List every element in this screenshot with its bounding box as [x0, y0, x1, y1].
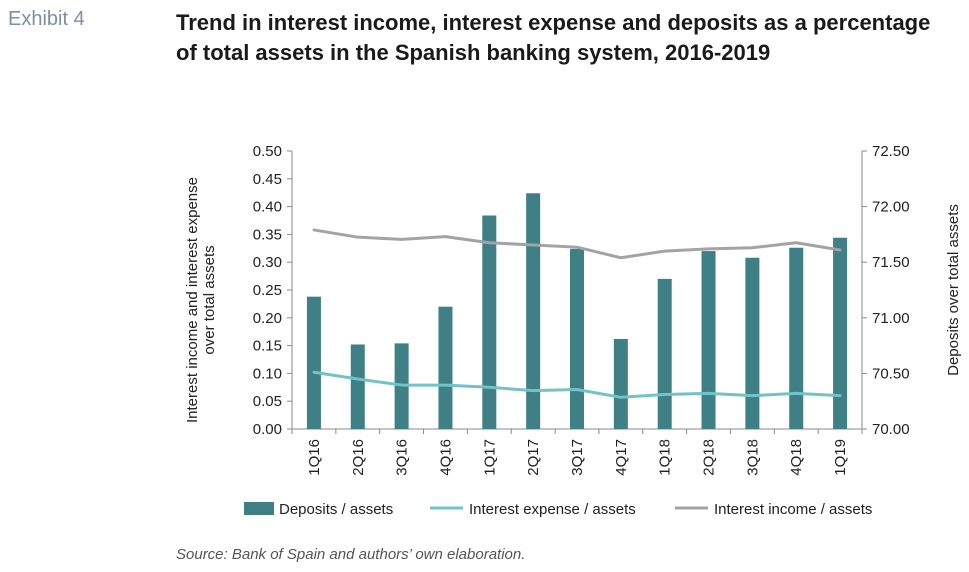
legend-deposits-label: Deposits / assets — [279, 501, 393, 518]
y-left-tick-label: 0.30 — [253, 254, 282, 271]
x-tick-label: 2Q16 — [350, 439, 367, 476]
deposits-bar — [701, 251, 716, 429]
y-left-tick-label: 0.15 — [253, 338, 282, 355]
y-left-tick-label: 0.35 — [253, 226, 282, 243]
y-right-tick-label: 72.50 — [872, 143, 910, 160]
y-left-tick-label: 0.50 — [253, 143, 282, 160]
y-axis-right-title: Deposits over total assets — [945, 204, 962, 376]
interest-income-line — [312, 228, 842, 260]
y-right-tick-label: 71.00 — [872, 310, 910, 327]
x-tick-label: 2Q18 — [701, 439, 718, 476]
deposits-bar — [789, 247, 804, 429]
y-right-tick-label: 70.50 — [872, 365, 910, 382]
y-left-tick-label: 0.40 — [253, 199, 282, 216]
deposits-bar — [570, 248, 584, 429]
legend-income-label: Interest income / assets — [714, 501, 872, 518]
x-tick-label: 1Q16 — [306, 439, 323, 476]
x-tick-label: 4Q16 — [437, 439, 454, 476]
deposits-bar — [306, 296, 321, 429]
x-tick-label: 3Q16 — [394, 439, 411, 476]
x-tick-label: 4Q18 — [788, 439, 805, 476]
y-right-tick-label: 71.50 — [872, 254, 910, 271]
y-axis-left-title: Interest income and interest expenseover… — [184, 177, 218, 423]
y-left-tick-label: 0.00 — [253, 421, 282, 438]
y-right-tick-label: 72.00 — [872, 199, 910, 216]
deposits-bar — [526, 193, 541, 429]
x-tick-label: 1Q17 — [481, 439, 498, 476]
y-left-tick-label: 0.20 — [253, 310, 282, 327]
interest-expense-line — [312, 370, 842, 399]
deposits-bar — [350, 344, 365, 429]
x-tick-label: 3Q18 — [744, 439, 761, 476]
x-tick-label: 4Q17 — [613, 439, 630, 476]
x-tick-label: 3Q17 — [569, 439, 586, 476]
y-left-tick-label: 0.10 — [253, 365, 282, 382]
legend-expense-label: Interest expense / assets — [469, 501, 636, 518]
deposits-bar — [833, 237, 848, 429]
y-right-tick-label: 70.00 — [872, 421, 910, 438]
deposits-bar — [438, 306, 453, 429]
deposits-bar — [482, 215, 497, 429]
x-tick-label: 1Q18 — [657, 439, 674, 476]
deposits-bar — [745, 257, 760, 429]
deposits-bar — [657, 278, 672, 429]
deposits-bar — [613, 338, 628, 429]
legend-deposits-swatch — [244, 502, 274, 515]
x-tick-label: 2Q17 — [525, 439, 542, 476]
exhibit-label: Exhibit 4 — [8, 8, 85, 30]
x-tick-label: 1Q19 — [832, 439, 849, 476]
y-left-tick-label: 0.25 — [253, 282, 282, 299]
y-left-tick-label: 0.45 — [253, 171, 282, 188]
source-note: Source: Bank of Spain and authors’ own e… — [176, 546, 526, 563]
chart-title: Trend in interest income, interest expen… — [176, 10, 931, 65]
y-left-tick-label: 0.05 — [253, 393, 282, 410]
